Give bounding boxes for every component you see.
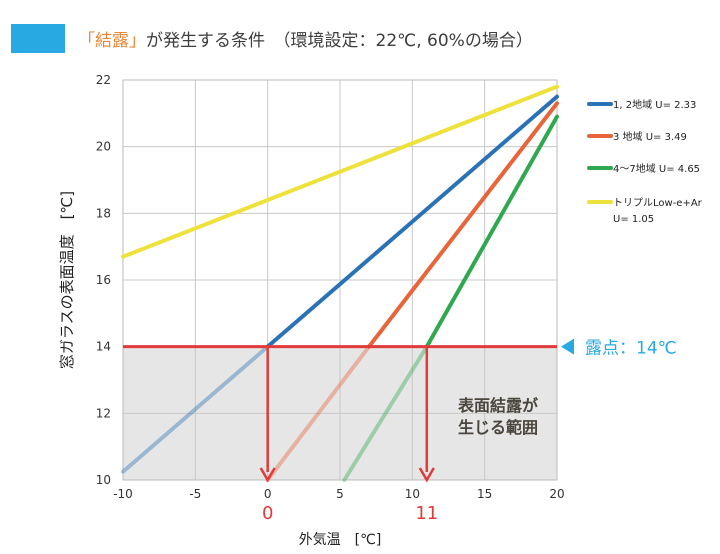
dew-point-marker-icon — [561, 338, 574, 355]
series-line-0 — [121, 344, 270, 474]
x-tick-label: -10 — [113, 487, 133, 501]
plot-frame — [122, 79, 558, 481]
legend-label: 4〜7地域 U= 4.65 — [613, 162, 700, 175]
series-line-2 — [342, 344, 429, 482]
series-line-1 — [265, 344, 371, 482]
series-line-1 — [366, 101, 559, 349]
y-tick-label: 16 — [96, 273, 111, 287]
x-tick-label: 20 — [549, 487, 564, 501]
chart-title: 「結露」が発生する条件 （環境設定：22℃, 60%の場合） — [78, 26, 533, 51]
arrow-down-icon — [259, 467, 276, 483]
legend-label: 1, 2地域 U= 2.33 — [613, 98, 696, 111]
crossing-label: 0 — [262, 503, 273, 524]
title-marker — [11, 24, 65, 53]
y-tick-label: 10 — [96, 473, 111, 487]
y-tick-label: 14 — [96, 340, 111, 354]
arrow-down-icon — [418, 467, 435, 483]
series-line-3 — [121, 84, 559, 259]
x-tick-label: -5 — [189, 487, 201, 501]
y-tick-label: 12 — [96, 406, 111, 420]
y-tick-label: 18 — [96, 206, 111, 220]
legend-label: 3 地域 U= 3.49 — [613, 130, 687, 143]
y-tick-label: 22 — [96, 73, 111, 87]
series-line-0 — [265, 94, 559, 349]
x-axis-label: 外気温 [℃] — [299, 532, 382, 548]
crossing-label: 11 — [415, 503, 438, 524]
region-label-line2: 生じる範囲 — [458, 418, 538, 437]
dew-point-label: 露点：14℃ — [585, 339, 677, 359]
x-tick-label: 10 — [405, 487, 420, 501]
legend-label-line2: U= 1.05 — [613, 214, 654, 225]
region-label-line1: 表面結露が — [457, 396, 538, 415]
x-tick-label: 15 — [477, 487, 492, 501]
title-rest: が発生する条件 （環境設定：22℃, 60%の場合） — [146, 31, 533, 51]
x-tick-label: 5 — [336, 487, 344, 501]
x-tick-label: 0 — [264, 487, 272, 501]
y-tick-label: 20 — [96, 140, 111, 154]
legend-label: トリプルLow-e+Ar — [613, 197, 703, 209]
title-highlight: 「結露」 — [78, 31, 146, 51]
series-line-2 — [424, 114, 559, 349]
y-axis-label: 窓ガラスの表面温度 [℃] — [58, 191, 76, 369]
